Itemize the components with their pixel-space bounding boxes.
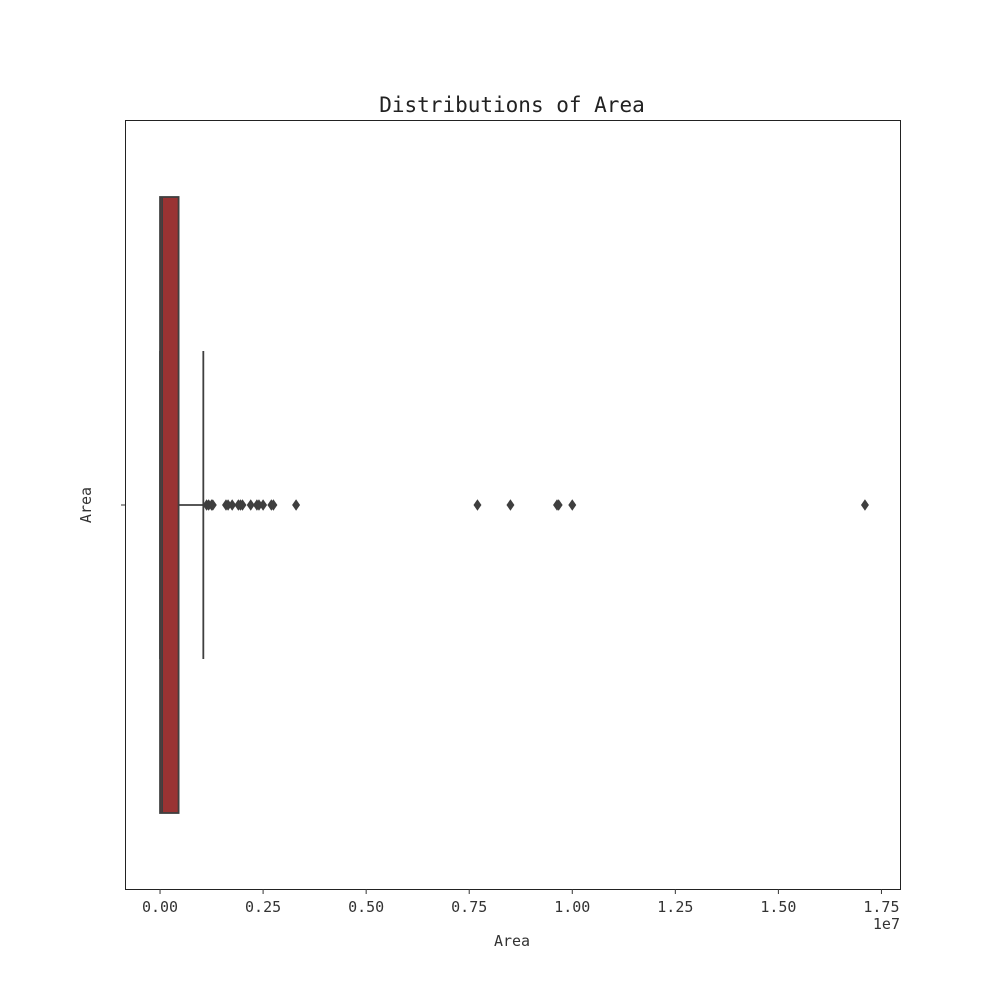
x-tick-label: 1.25 — [657, 898, 693, 916]
x-tick-label: 0.25 — [245, 898, 281, 916]
outlier-points — [202, 499, 869, 511]
plot-area-frame — [125, 120, 901, 890]
outlier-point — [269, 499, 278, 511]
outlier-point — [860, 499, 869, 511]
x-tick-label: 0.00 — [142, 898, 178, 916]
box-plot — [159, 196, 205, 814]
x-tick-label: 0.75 — [451, 898, 487, 916]
outlier-point — [568, 499, 577, 511]
outlier-point — [228, 499, 237, 511]
y-axis-label: Area — [77, 487, 95, 523]
box-iqr — [159, 196, 180, 814]
outlier-point — [292, 499, 301, 511]
x-tick-label: 1.75 — [863, 898, 899, 916]
outlier-point — [506, 499, 515, 511]
x-axis-scale-label: 1e7 — [873, 915, 900, 933]
outlier-point — [259, 499, 268, 511]
outlier-point — [238, 499, 247, 511]
outlier-point — [473, 499, 482, 511]
x-tick-label: 1.50 — [760, 898, 796, 916]
x-axis: 0.00 0.25 0.50 0.75 1.00 1.25 1.50 1.75 — [142, 889, 900, 916]
outlier-point — [208, 499, 217, 511]
chart-title: Distributions of Area — [379, 93, 645, 117]
outlier-point — [246, 499, 255, 511]
x-tick-label: 0.50 — [348, 898, 384, 916]
x-axis-label: Area — [494, 932, 530, 950]
outlier-point — [554, 499, 563, 511]
x-tick-label: 1.00 — [554, 898, 590, 916]
